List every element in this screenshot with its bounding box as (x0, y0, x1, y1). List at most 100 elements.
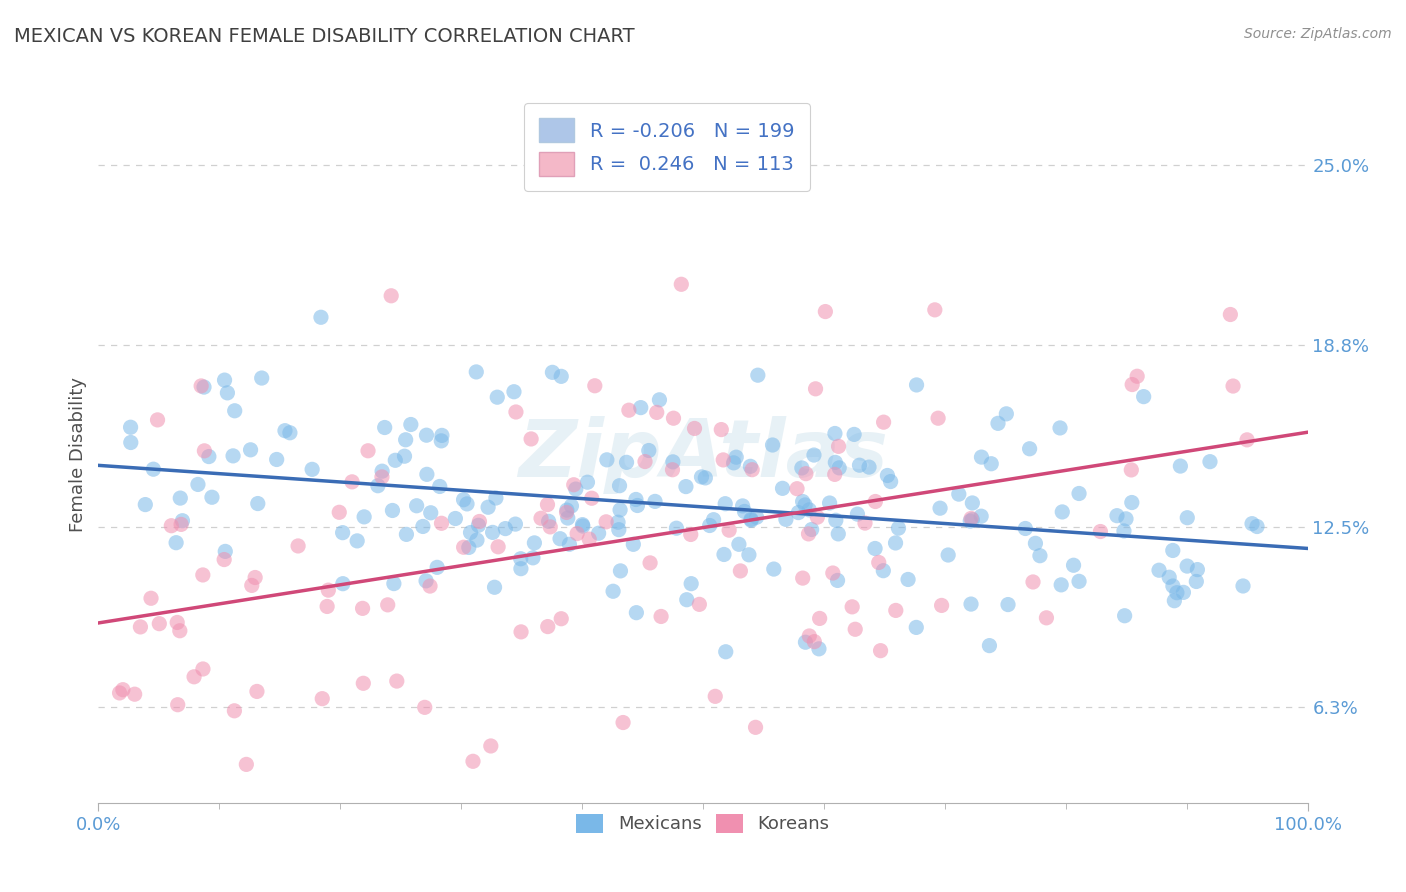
Point (214, 544, 236, 558)
Point (419, 506, 441, 520)
Point (1105, 508, 1128, 523)
Point (1222, 379, 1244, 393)
Point (246, 684, 269, 698)
Point (936, 548, 959, 562)
Point (740, 512, 762, 526)
Point (572, 519, 595, 533)
Point (1126, 369, 1149, 384)
Point (662, 411, 685, 425)
Point (787, 506, 810, 520)
Point (703, 513, 725, 527)
Point (1052, 505, 1074, 519)
Point (1050, 578, 1073, 592)
Point (1161, 579, 1184, 593)
Point (555, 503, 578, 517)
Point (558, 537, 581, 551)
Point (416, 467, 439, 482)
Point (1035, 611, 1057, 625)
Point (120, 420, 142, 434)
Point (675, 479, 697, 493)
Point (374, 420, 396, 434)
Point (484, 580, 506, 594)
Point (1018, 442, 1040, 456)
Point (858, 460, 880, 475)
Point (415, 574, 437, 588)
Point (790, 461, 813, 475)
Point (1219, 308, 1241, 322)
Point (560, 499, 582, 513)
Point (607, 523, 630, 537)
Point (537, 514, 560, 528)
Point (353, 509, 375, 524)
Point (413, 700, 436, 714)
Point (683, 421, 706, 435)
Point (346, 533, 368, 548)
Point (1161, 543, 1184, 558)
Point (1236, 433, 1258, 447)
Point (214, 373, 236, 387)
Point (430, 434, 453, 448)
Point (869, 643, 891, 657)
Point (481, 525, 503, 540)
Point (509, 551, 531, 566)
Point (588, 526, 610, 541)
Point (607, 515, 630, 529)
Point (841, 599, 863, 614)
Point (444, 511, 467, 525)
Point (650, 609, 672, 624)
Point (311, 691, 333, 706)
Point (486, 540, 509, 554)
Point (804, 382, 827, 396)
Point (465, 533, 488, 547)
Point (541, 365, 564, 379)
Point (486, 390, 509, 404)
Point (775, 512, 797, 526)
Point (382, 576, 405, 591)
Point (645, 405, 668, 419)
Point (970, 509, 993, 524)
Point (1199, 455, 1222, 469)
Point (1114, 608, 1136, 623)
Point (824, 467, 846, 482)
Point (661, 463, 683, 477)
Point (1029, 549, 1052, 563)
Point (887, 521, 910, 535)
Point (581, 491, 603, 506)
Point (134, 498, 156, 512)
Point (725, 450, 748, 465)
Point (160, 518, 183, 533)
Point (648, 392, 671, 407)
Point (246, 497, 269, 511)
Point (1175, 510, 1198, 524)
Point (960, 511, 983, 525)
Point (609, 564, 631, 578)
Point (505, 517, 527, 532)
Point (557, 511, 579, 525)
Point (139, 591, 162, 606)
Point (1246, 519, 1268, 533)
Point (800, 523, 823, 537)
Point (609, 479, 631, 493)
Point (797, 527, 820, 541)
Point (538, 520, 561, 534)
Point (960, 597, 983, 611)
Point (1067, 574, 1090, 589)
Text: MEXICAN VS KOREAN FEMALE DISABILITY CORRELATION CHART: MEXICAN VS KOREAN FEMALE DISABILITY CORR… (14, 27, 634, 45)
Point (429, 479, 451, 493)
Point (905, 378, 928, 392)
Point (550, 612, 572, 626)
Point (250, 371, 273, 385)
Point (240, 578, 263, 592)
Point (235, 757, 257, 772)
Point (596, 453, 619, 467)
Point (380, 289, 402, 303)
Point (827, 527, 849, 541)
Point (595, 515, 617, 529)
Point (394, 449, 416, 463)
Point (340, 475, 363, 489)
Point (704, 690, 727, 704)
Point (166, 615, 188, 630)
Point (794, 635, 817, 649)
Point (818, 496, 841, 510)
Point (550, 369, 572, 384)
